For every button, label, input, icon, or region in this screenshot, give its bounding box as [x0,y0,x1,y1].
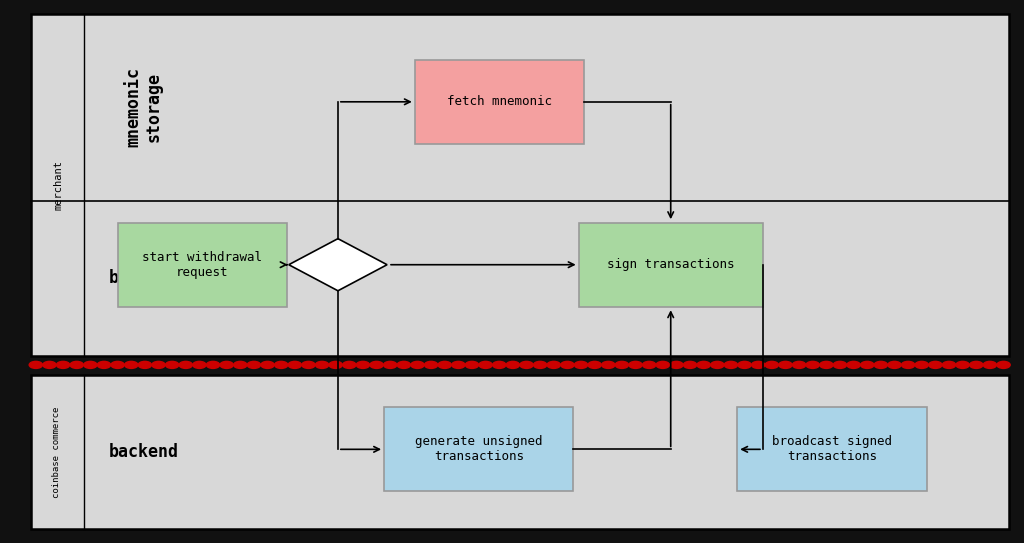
Circle shape [315,362,329,368]
Circle shape [70,362,83,368]
Circle shape [343,362,356,368]
Circle shape [479,362,493,368]
Circle shape [220,362,233,368]
Circle shape [834,362,847,368]
Circle shape [152,362,165,368]
Circle shape [84,362,97,368]
Circle shape [247,362,260,368]
Text: mnemonic
storage: mnemonic storage [124,67,163,147]
Bar [415,60,584,144]
Circle shape [261,362,274,368]
Circle shape [901,362,914,368]
Circle shape [656,362,670,368]
Circle shape [356,362,370,368]
Circle shape [942,362,955,368]
Circle shape [384,362,397,368]
Circle shape [493,362,506,368]
Circle shape [520,362,534,368]
Circle shape [765,362,778,368]
Circle shape [683,362,696,368]
Circle shape [452,362,465,368]
Circle shape [860,362,873,368]
Circle shape [370,362,383,368]
Circle shape [915,362,929,368]
Text: sign transactions: sign transactions [607,258,734,271]
Circle shape [111,362,124,368]
Bar [31,375,1009,529]
Text: coinbase commerce: coinbase commerce [52,406,60,498]
Text: generate unsigned
transactions: generate unsigned transactions [415,435,543,463]
Circle shape [302,362,315,368]
Circle shape [793,362,806,368]
Circle shape [642,362,655,368]
Bar [118,223,287,307]
Circle shape [738,362,752,368]
Circle shape [615,362,629,368]
Circle shape [724,362,737,368]
Circle shape [779,362,793,368]
Circle shape [411,362,424,368]
Circle shape [138,362,152,368]
Bar [384,407,573,491]
Bar [579,223,763,307]
Circle shape [574,362,588,368]
Circle shape [506,362,519,368]
Circle shape [43,362,56,368]
Circle shape [166,362,179,368]
Text: start withdrawal
request: start withdrawal request [142,251,262,279]
Circle shape [929,362,942,368]
Circle shape [179,362,193,368]
Circle shape [561,362,574,368]
Circle shape [125,362,138,368]
Circle shape [97,362,111,368]
Circle shape [438,362,452,368]
Circle shape [465,362,478,368]
Circle shape [670,362,683,368]
Circle shape [697,362,711,368]
Text: backend: backend [109,443,178,461]
Circle shape [547,362,560,368]
Circle shape [56,362,70,368]
Circle shape [534,362,547,368]
Text: fetch mnemonic: fetch mnemonic [446,96,552,108]
Circle shape [602,362,615,368]
Circle shape [397,362,411,368]
Circle shape [956,362,970,368]
Polygon shape [289,239,387,291]
Circle shape [983,362,996,368]
Circle shape [752,362,765,368]
Circle shape [274,362,288,368]
Circle shape [193,362,206,368]
Text: merchant: merchant [53,160,63,210]
Circle shape [806,362,819,368]
Circle shape [288,362,301,368]
Circle shape [819,362,833,368]
Bar [31,14,1009,356]
Circle shape [874,362,888,368]
Circle shape [711,362,724,368]
Text: broadcast signed
transactions: broadcast signed transactions [772,435,892,463]
Circle shape [588,362,601,368]
Circle shape [997,362,1010,368]
Circle shape [207,362,220,368]
Bar [737,407,927,491]
Text: browser: browser [109,269,178,287]
Circle shape [424,362,437,368]
Circle shape [629,362,642,368]
Circle shape [970,362,983,368]
Circle shape [29,362,42,368]
Circle shape [888,362,901,368]
Circle shape [233,362,247,368]
Circle shape [847,362,860,368]
Circle shape [329,362,342,368]
